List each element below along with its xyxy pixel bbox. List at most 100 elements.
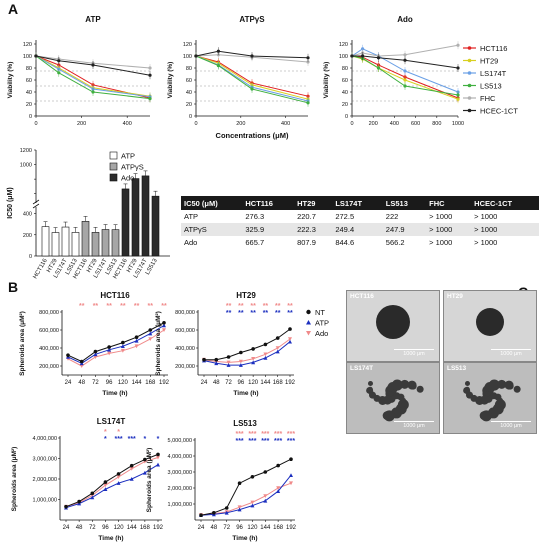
series-line-ht29 (195, 55, 309, 100)
significance-marker: ** (79, 303, 85, 310)
bar-atpγs (81, 221, 90, 257)
y-tick-label: 120 (183, 42, 192, 48)
table-cell: 222.3 (294, 223, 333, 236)
x-tick-label: 144 (260, 380, 271, 386)
y-tick-label: 400 (23, 212, 32, 218)
data-point (107, 351, 112, 356)
data-point (142, 470, 147, 475)
y-tick-label: 40 (186, 90, 192, 96)
series-line-ado (200, 482, 292, 516)
spheroid-chart-title: LS513 (233, 419, 257, 428)
series-line-atp (67, 325, 165, 364)
cell-cluster (366, 386, 374, 394)
cell-cluster (494, 393, 502, 401)
data-point (116, 481, 121, 485)
legend-label: LS174T (480, 69, 507, 78)
data-point (143, 457, 147, 462)
y-axis-label: Viability (%) (167, 62, 174, 99)
table-cell: ATPγS (181, 223, 243, 236)
axis-break (32, 199, 40, 205)
cell-cluster (464, 380, 470, 386)
cell-cluster (488, 379, 500, 391)
cell-cluster (407, 380, 417, 390)
legend-label: FHC (480, 94, 496, 103)
cell-cluster (497, 406, 503, 412)
scale-bar-line (491, 421, 531, 422)
significance-marker: ** (93, 303, 99, 310)
data-point (226, 363, 231, 367)
data-point (238, 363, 243, 367)
x-tick-label: 24 (198, 525, 205, 531)
cell-cluster (400, 406, 406, 412)
data-point (250, 503, 255, 508)
y-axis-label: Viability (%) (323, 62, 330, 99)
data-point (77, 499, 81, 504)
data-point (289, 473, 293, 477)
micrograph: HCT116 1000 μm (346, 290, 440, 362)
data-point (202, 357, 206, 362)
legend-marker (467, 58, 472, 63)
legend-swatch (109, 173, 118, 182)
series-line-ls513 (195, 55, 309, 104)
scale-bar-line (491, 349, 531, 350)
data-point (64, 504, 68, 509)
data-point (275, 349, 280, 354)
y-axis-label: Spheroids area (μM²) (19, 311, 26, 376)
significance-marker: ** (238, 310, 244, 317)
data-point (77, 501, 82, 506)
series-line-hct116 (195, 55, 309, 97)
cell-cluster (397, 393, 405, 401)
table-cell: 325.9 (242, 223, 295, 236)
legend-marker (467, 96, 472, 100)
table-header-cell: IC50 (μM) (181, 196, 243, 210)
legend-label: ATP (315, 319, 329, 328)
data-point (251, 360, 256, 365)
data-point (289, 481, 293, 486)
data-point (250, 500, 255, 505)
data-point (199, 513, 203, 517)
table-header-cell: LS513 (382, 196, 427, 210)
series-line-fhc (35, 55, 151, 69)
data-point (226, 360, 231, 365)
table-header-cell: FHC (426, 196, 472, 210)
cell-cluster (463, 386, 471, 394)
spheroid-blob (376, 305, 410, 339)
legend-label: Ado (121, 174, 134, 183)
bar-atpγs (101, 229, 110, 257)
cell-cluster (391, 379, 403, 391)
bar-atp (71, 232, 80, 257)
data-point (276, 463, 280, 468)
x-tick-label: 120 (247, 525, 258, 531)
x-tick-label: 1000 (452, 121, 464, 127)
data-point (237, 481, 242, 486)
y-tick-label: 0 (29, 254, 32, 260)
y-tick-label: 100 (23, 54, 32, 60)
x-tick-label: 120 (118, 380, 129, 386)
y-tick-label: 3,000,000 (168, 470, 192, 476)
legend-swatch (109, 162, 118, 171)
data-point (224, 506, 229, 510)
data-point (263, 494, 268, 498)
x-tick-label: 48 (211, 525, 218, 531)
cell-cluster (401, 401, 407, 407)
data-point (148, 328, 153, 332)
cell-cluster (475, 395, 485, 405)
x-tick-label: 48 (78, 380, 85, 386)
significance-marker: *** (248, 431, 256, 438)
data-point (90, 491, 95, 496)
data-point (116, 472, 121, 476)
x-tick-label: 400 (390, 121, 399, 127)
table-header-cell: HT29 (294, 196, 333, 210)
x-axis-label: Time (h) (98, 535, 123, 542)
data-point (129, 477, 134, 481)
y-axis-label: Spheroids area (μM²) (146, 448, 153, 513)
x-tick-label: 0 (350, 121, 353, 127)
x-tick-label: 24 (63, 525, 70, 531)
cell-cluster (378, 395, 388, 405)
x-tick-label: 144 (132, 380, 143, 386)
x-tick-label: 144 (260, 525, 271, 531)
scale-bar-line (394, 421, 434, 422)
y-tick-label: 80 (186, 66, 192, 72)
data-point (116, 475, 121, 479)
significance-marker: ** (287, 310, 293, 317)
